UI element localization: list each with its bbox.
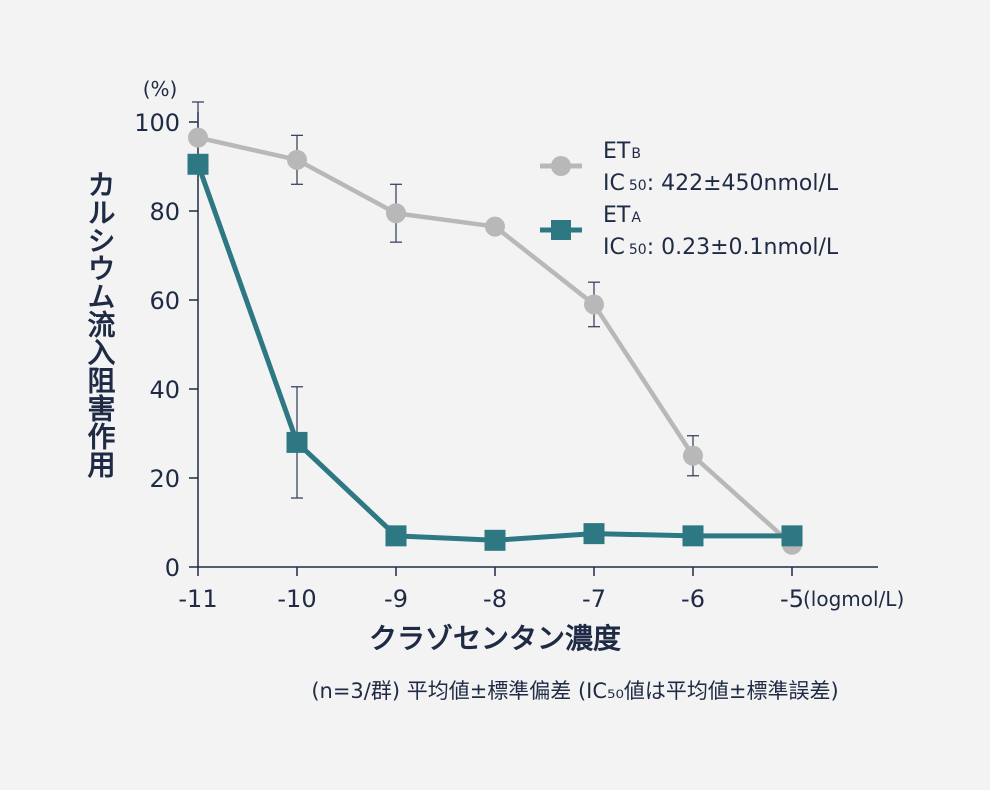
eta-point	[484, 529, 506, 551]
etb-point	[683, 445, 703, 466]
footnote: (n=3/群) 平均値±標準偏差 (IC₅₀値は平均値±標準誤差)	[311, 679, 838, 703]
etb-point	[386, 203, 406, 224]
etb-legend-ic50: IC 50: 422±450nmol/L	[603, 171, 839, 196]
y-tick-label: 100	[134, 109, 180, 137]
y-axis-title: カルシウム流入阻害作用	[84, 170, 117, 479]
y-tick-label: 0	[165, 554, 180, 582]
etb-series-line	[197, 135, 794, 547]
axes: 0 20 40 60 80 100 -11 -10 -9 -8 -7 -6 -5	[134, 109, 878, 613]
etb-point	[485, 216, 505, 237]
x-tick-label: -6	[681, 585, 705, 613]
series-lines	[195, 135, 794, 547]
y-unit-label: (%)	[143, 77, 178, 101]
x-tick-label: -8	[483, 585, 507, 613]
y-tick-label: 20	[149, 465, 180, 493]
eta-legend-name: ETA	[603, 203, 641, 228]
x-tick-label: -5	[780, 585, 804, 613]
etb-point	[188, 127, 208, 148]
series-markers	[187, 127, 803, 555]
x-tick-label: -11	[178, 585, 217, 613]
x-axis-title: クラゾセンタン濃度	[369, 622, 621, 655]
eta-point	[286, 431, 308, 453]
eta-legend-ic50: IC 50: 0.23±0.1nmol/L	[603, 235, 839, 260]
x-tick-label: -9	[384, 585, 408, 613]
eta-point	[187, 153, 209, 175]
y-tick-label: 80	[149, 198, 180, 226]
legend: ETB IC 50: 422±450nmol/L ETA IC 50: 0.23±0.1n…	[540, 139, 839, 260]
etb-legend-name: ETB	[603, 139, 641, 164]
eta-point	[682, 525, 704, 547]
x-tick-label: -10	[277, 585, 316, 613]
y-tick-label: 60	[149, 287, 180, 315]
x-tick-label: -7	[582, 585, 606, 613]
etb-point	[584, 294, 604, 315]
eta-point	[385, 525, 407, 547]
eta-point	[781, 525, 803, 547]
etb-point	[287, 149, 307, 170]
eta-point	[583, 523, 605, 545]
etb-legend-marker	[551, 156, 571, 176]
y-tick-label: 40	[149, 376, 180, 404]
x-unit-label: (logmol/L)	[803, 587, 904, 611]
eta-legend-marker	[551, 220, 571, 240]
